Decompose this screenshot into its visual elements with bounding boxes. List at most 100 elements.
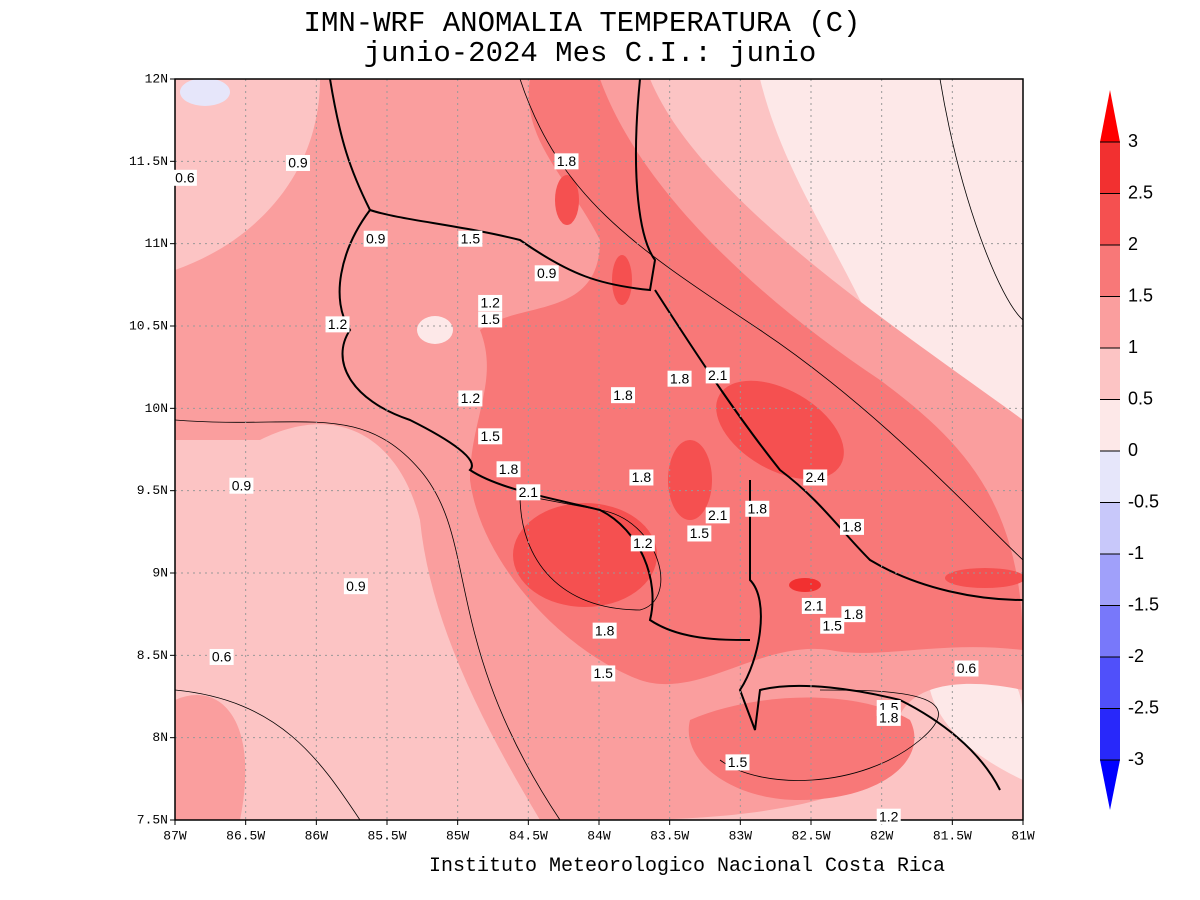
contour-label-box <box>630 535 655 552</box>
contour-label-box <box>229 477 254 494</box>
contour-line <box>175 689 361 820</box>
contour-label: 1.5 <box>822 617 842 633</box>
y-tick-label: 10.5N <box>129 318 168 333</box>
colorbar-label: 1 <box>1128 337 1138 357</box>
x-tick-label: 86W <box>305 828 329 843</box>
colorbar-label: -3 <box>1128 749 1144 769</box>
x-tick-label: 85W <box>446 828 470 843</box>
contour-label-box <box>209 648 234 665</box>
colorbar-band <box>1100 296 1120 348</box>
y-tick-label: 9.5N <box>137 483 168 498</box>
contour-label-box <box>554 153 579 170</box>
colorbar-label: -1.5 <box>1128 594 1159 614</box>
x-tick-label: 84W <box>587 828 611 843</box>
contour-label: 1.5 <box>480 428 500 444</box>
contour-label: 1.5 <box>594 665 614 681</box>
shade <box>180 79 230 106</box>
x-tick-label: 82W <box>870 828 894 843</box>
x-tick-label: 81.5W <box>933 828 972 843</box>
coastline <box>338 209 751 641</box>
colorbar-extend-high <box>1100 90 1120 142</box>
contour-label: 1.2 <box>879 808 899 824</box>
colorbar-label: 0.5 <box>1128 388 1153 408</box>
contour-label-box <box>458 230 483 247</box>
contour-label: 1.5 <box>690 525 710 541</box>
contour-label-box <box>325 316 350 333</box>
contour-label-box <box>876 808 901 825</box>
contour-label-box <box>725 754 750 771</box>
contour-label-box <box>516 484 541 501</box>
contour-label: 1.8 <box>844 606 864 622</box>
contour-label: 0.6 <box>212 649 232 665</box>
colorbar-band <box>1100 348 1120 400</box>
contour-label: 1.8 <box>748 500 768 516</box>
colorbar-band <box>1100 502 1120 554</box>
colorbar-label: -1 <box>1128 543 1144 563</box>
colorbar-label: 3 <box>1128 131 1138 151</box>
contour-label: 2.1 <box>519 484 539 500</box>
contour-line <box>519 79 1023 561</box>
contour-label: 1.8 <box>670 370 690 386</box>
y-tick-label: 12N <box>145 71 168 86</box>
contour-label-box <box>458 390 483 407</box>
x-tick-label: 84.5W <box>509 828 548 843</box>
x-tick-label: 86.5W <box>226 828 265 843</box>
contour-label-box <box>478 311 503 328</box>
colorbar-band <box>1100 142 1120 194</box>
colorbar-band <box>1100 451 1120 503</box>
contour-label: 2.1 <box>708 507 728 523</box>
y-tick-label: 7.5N <box>137 812 168 827</box>
x-tick-label: 87W <box>163 828 187 843</box>
contour-label-box <box>172 169 197 186</box>
footer: Instituto Meteorologico Nacional Costa R… <box>429 855 945 878</box>
shade <box>930 666 1023 780</box>
title-line-2: junio-2024 Mes C.I.: junio <box>364 37 816 70</box>
x-tick-label: 83W <box>729 828 753 843</box>
colorbar-band <box>1100 657 1120 709</box>
shade <box>789 578 821 592</box>
contour-label-box <box>839 518 864 535</box>
contour-label-box <box>687 525 712 542</box>
shade <box>175 695 246 820</box>
contour-label: 1.2 <box>461 390 481 406</box>
colorbar-label: 2.5 <box>1128 182 1153 202</box>
y-tick-label: 11N <box>145 236 168 251</box>
contour-line <box>519 494 662 611</box>
colorbar-band <box>1100 193 1120 245</box>
colorbar-band <box>1100 605 1120 657</box>
colorbar-label: 1.5 <box>1128 285 1153 305</box>
x-tick-label: 83.5W <box>650 828 689 843</box>
contour-label-box <box>705 507 730 524</box>
contour-label: 1.8 <box>842 519 862 535</box>
contour-line <box>939 79 1023 321</box>
contour-label-box <box>534 265 559 282</box>
contour-label-box <box>876 709 901 726</box>
y-tick-label: 8N <box>152 730 168 745</box>
contour-label-box <box>285 154 310 171</box>
shade <box>513 503 657 607</box>
contour-label: 2.1 <box>708 367 728 383</box>
x-tick-label: 82.5W <box>791 828 830 843</box>
contour-label-box <box>629 469 654 486</box>
y-tick-label: 11.5N <box>129 154 168 169</box>
colorbar-band <box>1100 245 1120 297</box>
contour-label-box <box>343 578 368 595</box>
x-tick-label: 85.5W <box>367 828 406 843</box>
contour-label-box <box>591 665 616 682</box>
shade <box>945 568 1023 588</box>
contour-label: 1.5 <box>480 311 500 327</box>
contour-label-box <box>745 500 770 517</box>
shade <box>417 316 453 344</box>
contour-label-box <box>705 367 730 384</box>
contour-label: 1.5 <box>461 230 481 246</box>
contour-label-box <box>803 469 828 486</box>
contour-label: 1.2 <box>480 295 500 311</box>
contour-label: 2.1 <box>804 598 824 614</box>
shade <box>668 440 712 520</box>
contour-label-box <box>841 606 866 623</box>
contour-label-box <box>478 428 503 445</box>
contour-label: 0.9 <box>232 477 252 493</box>
contour-label-box <box>592 622 617 639</box>
contour-label-box <box>611 387 636 404</box>
